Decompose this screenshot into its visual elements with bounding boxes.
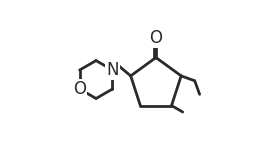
Text: O: O [149, 29, 162, 47]
Text: O: O [73, 80, 86, 98]
Text: N: N [106, 61, 119, 79]
